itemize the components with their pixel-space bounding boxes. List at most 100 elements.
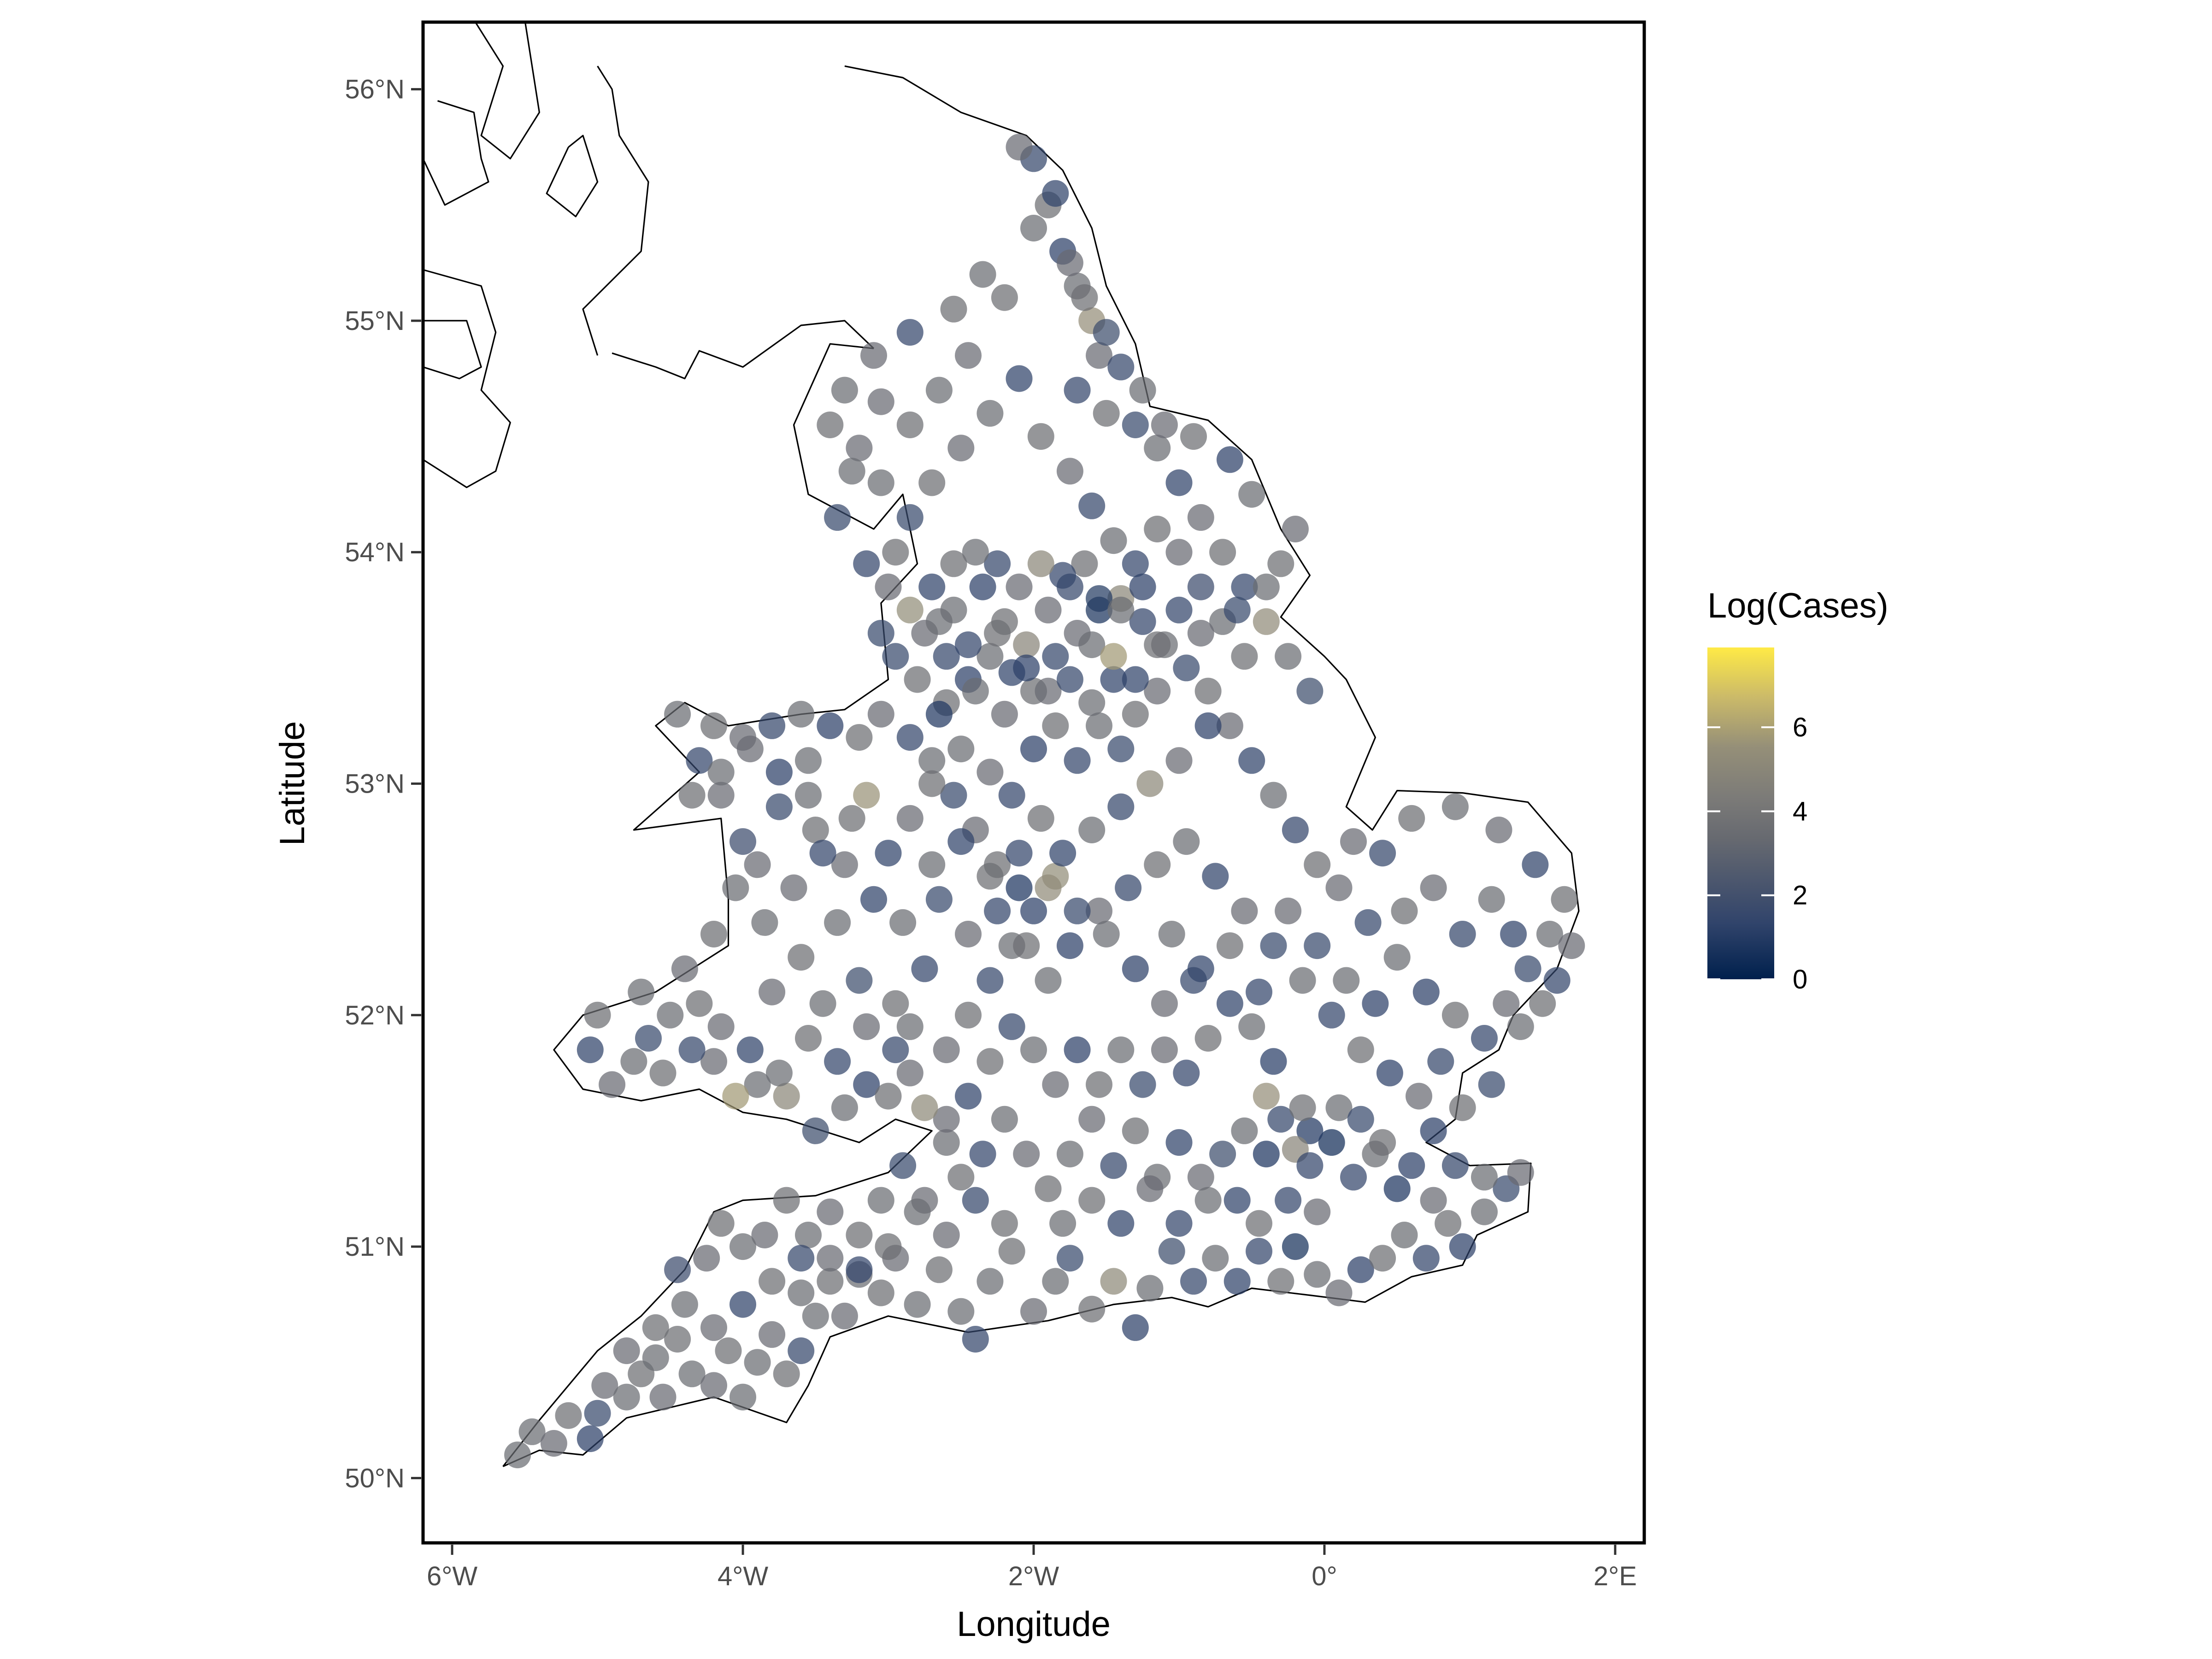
y-axis: 50°N 51°N 52°N 53°N 54°N 55°N 56°N — [345, 75, 421, 1493]
case-point — [1216, 712, 1243, 739]
case-point — [1006, 874, 1033, 901]
case-point — [649, 1059, 677, 1087]
case-point — [1042, 1071, 1069, 1098]
case-point — [1471, 1164, 1498, 1191]
legend-colorbar — [1707, 647, 1774, 979]
case-point — [678, 782, 706, 809]
case-point — [860, 342, 887, 369]
case-point — [1275, 897, 1302, 924]
case-point — [947, 435, 975, 462]
case-point — [991, 1210, 1018, 1237]
case-point — [1027, 550, 1054, 577]
coastline-path — [423, 269, 511, 488]
case-point — [555, 1402, 582, 1429]
case-point — [867, 1187, 894, 1214]
case-point — [744, 1071, 771, 1098]
case-point — [824, 1048, 851, 1075]
plot-panel — [423, 22, 1644, 1543]
case-point — [882, 643, 909, 670]
case-point — [729, 1383, 756, 1411]
case-point — [962, 1326, 989, 1353]
case-point — [1035, 677, 1062, 705]
case-point — [889, 1152, 917, 1179]
case-point — [947, 828, 975, 855]
case-point — [1165, 539, 1193, 566]
case-point — [577, 1425, 604, 1452]
case-point — [1180, 1268, 1207, 1295]
case-point — [1093, 319, 1120, 346]
case-point — [1369, 840, 1396, 867]
case-point — [925, 377, 953, 404]
case-point — [977, 967, 1004, 994]
case-point — [1354, 909, 1382, 936]
case-point — [1136, 1275, 1164, 1302]
case-point — [882, 1036, 909, 1064]
case-point — [577, 1036, 604, 1064]
case-point — [642, 1344, 669, 1371]
case-point — [1136, 1175, 1164, 1202]
case-point — [1078, 1187, 1106, 1214]
case-point — [853, 782, 880, 809]
case-point — [969, 261, 996, 288]
legend-tick-label: 2 — [1793, 881, 1807, 911]
case-point — [1165, 596, 1193, 624]
case-point — [1449, 1233, 1476, 1260]
case-point — [896, 1013, 924, 1040]
case-point — [664, 700, 691, 728]
case-point — [904, 1291, 931, 1318]
case-point — [1427, 1048, 1454, 1075]
case-point — [991, 1106, 1018, 1133]
x-tick-label: 2°E — [1594, 1561, 1637, 1591]
case-point — [817, 712, 844, 739]
case-point — [1289, 967, 1316, 994]
case-point — [1551, 886, 1578, 913]
case-point — [1369, 1129, 1396, 1156]
case-point — [1253, 573, 1280, 600]
case-point — [1362, 990, 1389, 1017]
case-point — [1187, 573, 1214, 600]
case-point — [722, 874, 749, 901]
case-point — [896, 1059, 924, 1087]
case-point — [765, 759, 793, 786]
case-point — [1056, 1245, 1083, 1272]
case-point — [744, 1349, 771, 1376]
case-point — [1151, 1036, 1178, 1064]
case-point — [1100, 666, 1127, 693]
case-point — [788, 700, 815, 728]
case-point — [628, 978, 655, 1006]
case-point — [1071, 550, 1098, 577]
case-point — [947, 1164, 975, 1191]
case-point — [817, 1198, 844, 1225]
case-point — [977, 1268, 1004, 1295]
coastline-path — [474, 22, 540, 159]
case-point — [1020, 1036, 1047, 1064]
case-point — [925, 608, 953, 635]
case-point — [795, 1222, 822, 1248]
case-point — [1100, 527, 1127, 554]
case-point — [977, 1048, 1004, 1075]
case-point — [1042, 643, 1069, 670]
case-point — [1507, 1159, 1534, 1186]
case-point — [1536, 921, 1563, 947]
case-point — [991, 284, 1018, 311]
case-point — [1246, 1238, 1272, 1265]
coastline-path — [502, 343, 933, 1467]
case-point — [1013, 631, 1040, 659]
case-point — [1325, 1279, 1353, 1306]
case-point — [1086, 342, 1112, 369]
case-point — [1522, 851, 1549, 878]
case-point — [831, 1302, 858, 1330]
case-point — [809, 840, 836, 867]
case-point — [1216, 932, 1243, 959]
case-point — [896, 596, 924, 624]
y-tick-label: 54°N — [345, 537, 405, 567]
case-point — [969, 1141, 996, 1168]
case-point — [1107, 596, 1135, 624]
case-point — [875, 1082, 902, 1110]
case-point — [984, 897, 1011, 924]
case-point — [1231, 897, 1258, 924]
case-point — [765, 793, 793, 820]
case-point — [1224, 1187, 1251, 1214]
case-point — [1020, 735, 1047, 763]
